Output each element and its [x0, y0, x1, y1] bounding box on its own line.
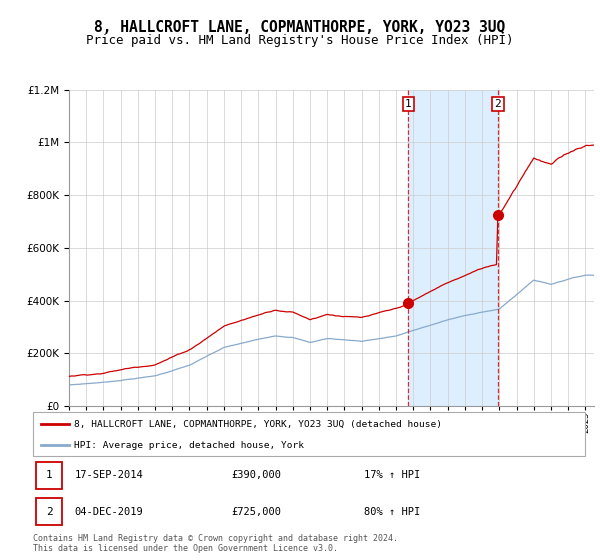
Text: 8, HALLCROFT LANE, COPMANTHORPE, YORK, YO23 3UQ (detached house): 8, HALLCROFT LANE, COPMANTHORPE, YORK, Y… — [74, 419, 442, 428]
FancyBboxPatch shape — [36, 498, 62, 525]
Text: 17% ↑ HPI: 17% ↑ HPI — [364, 470, 421, 480]
Text: 17-SEP-2014: 17-SEP-2014 — [74, 470, 143, 480]
Text: £725,000: £725,000 — [232, 507, 282, 517]
Text: £390,000: £390,000 — [232, 470, 282, 480]
Text: 1: 1 — [405, 99, 412, 109]
Text: 2: 2 — [46, 507, 52, 517]
Text: Price paid vs. HM Land Registry's House Price Index (HPI): Price paid vs. HM Land Registry's House … — [86, 34, 514, 46]
Text: 8, HALLCROFT LANE, COPMANTHORPE, YORK, YO23 3UQ: 8, HALLCROFT LANE, COPMANTHORPE, YORK, Y… — [94, 20, 506, 35]
Bar — [409, 90, 498, 406]
Text: HPI: Average price, detached house, York: HPI: Average price, detached house, York — [74, 441, 304, 450]
Text: Contains HM Land Registry data © Crown copyright and database right 2024.
This d: Contains HM Land Registry data © Crown c… — [33, 534, 398, 553]
Text: 80% ↑ HPI: 80% ↑ HPI — [364, 507, 421, 517]
FancyBboxPatch shape — [36, 462, 62, 488]
FancyBboxPatch shape — [33, 412, 585, 456]
Text: 1: 1 — [46, 470, 52, 480]
Text: 04-DEC-2019: 04-DEC-2019 — [74, 507, 143, 517]
Text: 2: 2 — [494, 99, 502, 109]
